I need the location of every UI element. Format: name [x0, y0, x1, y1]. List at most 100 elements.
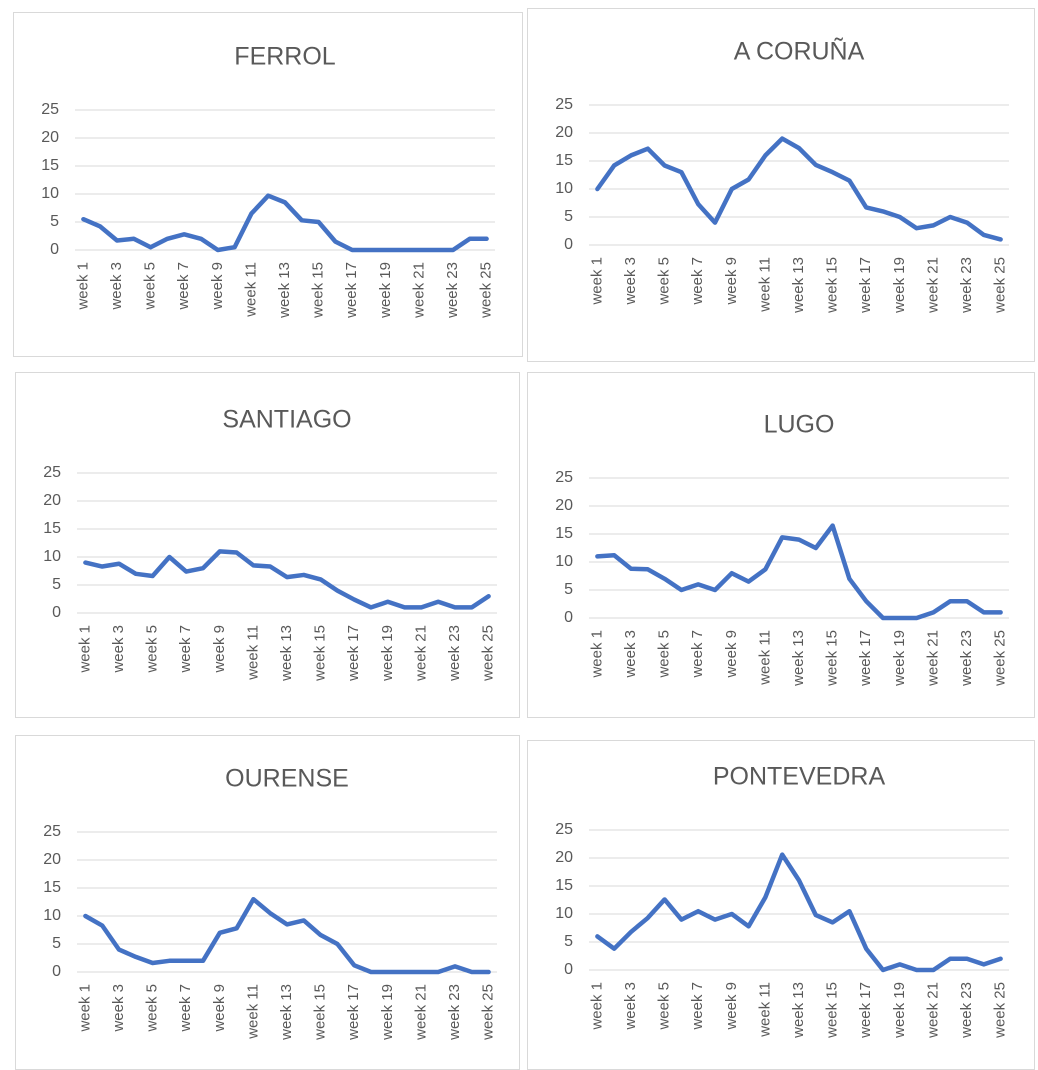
chart-title: LUGO: [764, 411, 835, 439]
x-tick-label: week 21: [924, 257, 941, 314]
chart-panel: A CORUÑA 0 5 10 15 20 25 week 1 week 3 week 5 week…: [527, 8, 1035, 362]
x-tick-label: week 1: [74, 262, 91, 311]
y-tick-label: 25: [41, 101, 59, 118]
panel-border: [15, 372, 520, 718]
x-tick-label: week 7: [689, 982, 706, 1031]
y-tick-label: 25: [43, 464, 61, 481]
x-tick-label: week 9: [723, 982, 740, 1031]
x-tick-label: week 23: [446, 984, 463, 1041]
y-tick-label: 20: [43, 851, 61, 868]
x-tick-label: week 15: [310, 262, 327, 319]
y-tick-label: 0: [50, 241, 59, 258]
x-tick-label: week 19: [891, 257, 908, 314]
x-tick-label: week 3: [622, 630, 639, 679]
x-tick-label: week 21: [924, 982, 941, 1039]
x-tick-label: week 5: [656, 257, 673, 306]
y-tick-label: 5: [564, 581, 573, 598]
x-tick-label: week 19: [379, 625, 396, 682]
x-tick-label: week 5: [656, 982, 673, 1031]
y-tick-label: 15: [43, 520, 61, 537]
y-tick-label: 20: [555, 497, 573, 514]
y-tick-label: 5: [564, 933, 573, 950]
x-tick-label: week 9: [723, 257, 740, 306]
x-tick-label: week 25: [480, 984, 497, 1041]
y-tick-label: 0: [564, 609, 573, 626]
x-tick-label: week 21: [924, 630, 941, 687]
y-tick-label: 25: [555, 469, 573, 486]
chart-title: SANTIAGO: [222, 406, 351, 434]
x-tick-label: week 3: [622, 257, 639, 306]
x-tick-label: week 1: [76, 984, 93, 1033]
x-tick-label: week 9: [211, 984, 228, 1033]
x-tick-label: week 9: [209, 262, 226, 311]
x-tick-label: week 7: [177, 984, 194, 1033]
x-tick-label: week 11: [242, 262, 259, 318]
x-tick-label: week 17: [857, 982, 874, 1039]
chart-title: PONTEVEDRA: [713, 763, 886, 791]
x-tick-label: week 19: [379, 984, 396, 1041]
data-line: [595, 852, 1003, 973]
y-tick-label: 15: [555, 525, 573, 542]
x-tick-label: week 3: [108, 262, 125, 311]
data-line: [81, 193, 489, 253]
x-tick-label: week 13: [276, 262, 293, 319]
y-tick-label: 15: [555, 877, 573, 894]
x-tick-label: week 17: [857, 630, 874, 687]
chart-title: A CORUÑA: [734, 37, 865, 66]
y-tick-label: 10: [43, 548, 61, 565]
x-tick-label: week 19: [891, 630, 908, 687]
x-tick-label: week 13: [278, 625, 295, 682]
x-tick-label: week 17: [343, 262, 360, 319]
x-tick-label: week 13: [278, 984, 295, 1041]
x-tick-label: week 1: [588, 630, 605, 679]
x-tick-label: week 25: [992, 982, 1009, 1039]
y-tick-label: 15: [43, 879, 61, 896]
y-tick-label: 10: [555, 905, 573, 922]
chart-panel: LUGO 0 5 10 15 20 25 week 1 week 3 week 5 week 7 we…: [527, 372, 1035, 718]
x-tick-label: week 23: [958, 257, 975, 314]
y-tick-label: 20: [555, 849, 573, 866]
y-tick-label: 5: [564, 208, 573, 225]
panel-border: [13, 12, 523, 357]
y-tick-label: 25: [555, 821, 573, 838]
y-tick-label: 15: [555, 152, 573, 169]
y-tick-label: 5: [50, 213, 59, 230]
x-tick-label: week 23: [958, 630, 975, 687]
x-tick-label: week 25: [992, 257, 1009, 314]
x-tick-label: week 15: [824, 257, 841, 314]
x-tick-label: week 23: [958, 982, 975, 1039]
chart-title: FERROL: [234, 43, 336, 71]
x-tick-label: week 25: [478, 262, 495, 319]
x-tick-label: week 7: [689, 630, 706, 679]
x-tick-label: week 21: [410, 262, 427, 319]
x-tick-label: week 17: [857, 257, 874, 314]
x-tick-label: week 13: [790, 630, 807, 687]
chart-title: OURENSE: [225, 765, 349, 793]
panel-border: [527, 740, 1035, 1070]
x-tick-label: week 5: [144, 984, 161, 1033]
data-line: [595, 523, 1003, 621]
x-tick-label: week 11: [244, 984, 261, 1040]
x-tick-label: week 13: [790, 982, 807, 1039]
data-line: [595, 136, 1003, 242]
x-tick-label: week 19: [377, 262, 394, 319]
x-tick-label: week 1: [588, 982, 605, 1031]
data-line: [83, 549, 491, 610]
y-tick-label: 15: [41, 157, 59, 174]
y-tick-label: 0: [564, 236, 573, 253]
y-tick-label: 20: [43, 492, 61, 509]
x-tick-label: week 3: [110, 625, 127, 674]
data-line: [83, 896, 491, 975]
y-tick-label: 10: [43, 907, 61, 924]
x-tick-label: week 5: [144, 625, 161, 674]
x-tick-label: week 21: [412, 984, 429, 1041]
x-tick-label: week 7: [175, 262, 192, 311]
x-tick-label: week 1: [76, 625, 93, 674]
y-tick-label: 10: [555, 553, 573, 570]
y-tick-label: 5: [52, 935, 61, 952]
x-tick-label: week 1: [588, 257, 605, 306]
x-tick-label: week 5: [142, 262, 159, 311]
y-tick-label: 10: [41, 185, 59, 202]
x-tick-label: week 9: [723, 630, 740, 679]
